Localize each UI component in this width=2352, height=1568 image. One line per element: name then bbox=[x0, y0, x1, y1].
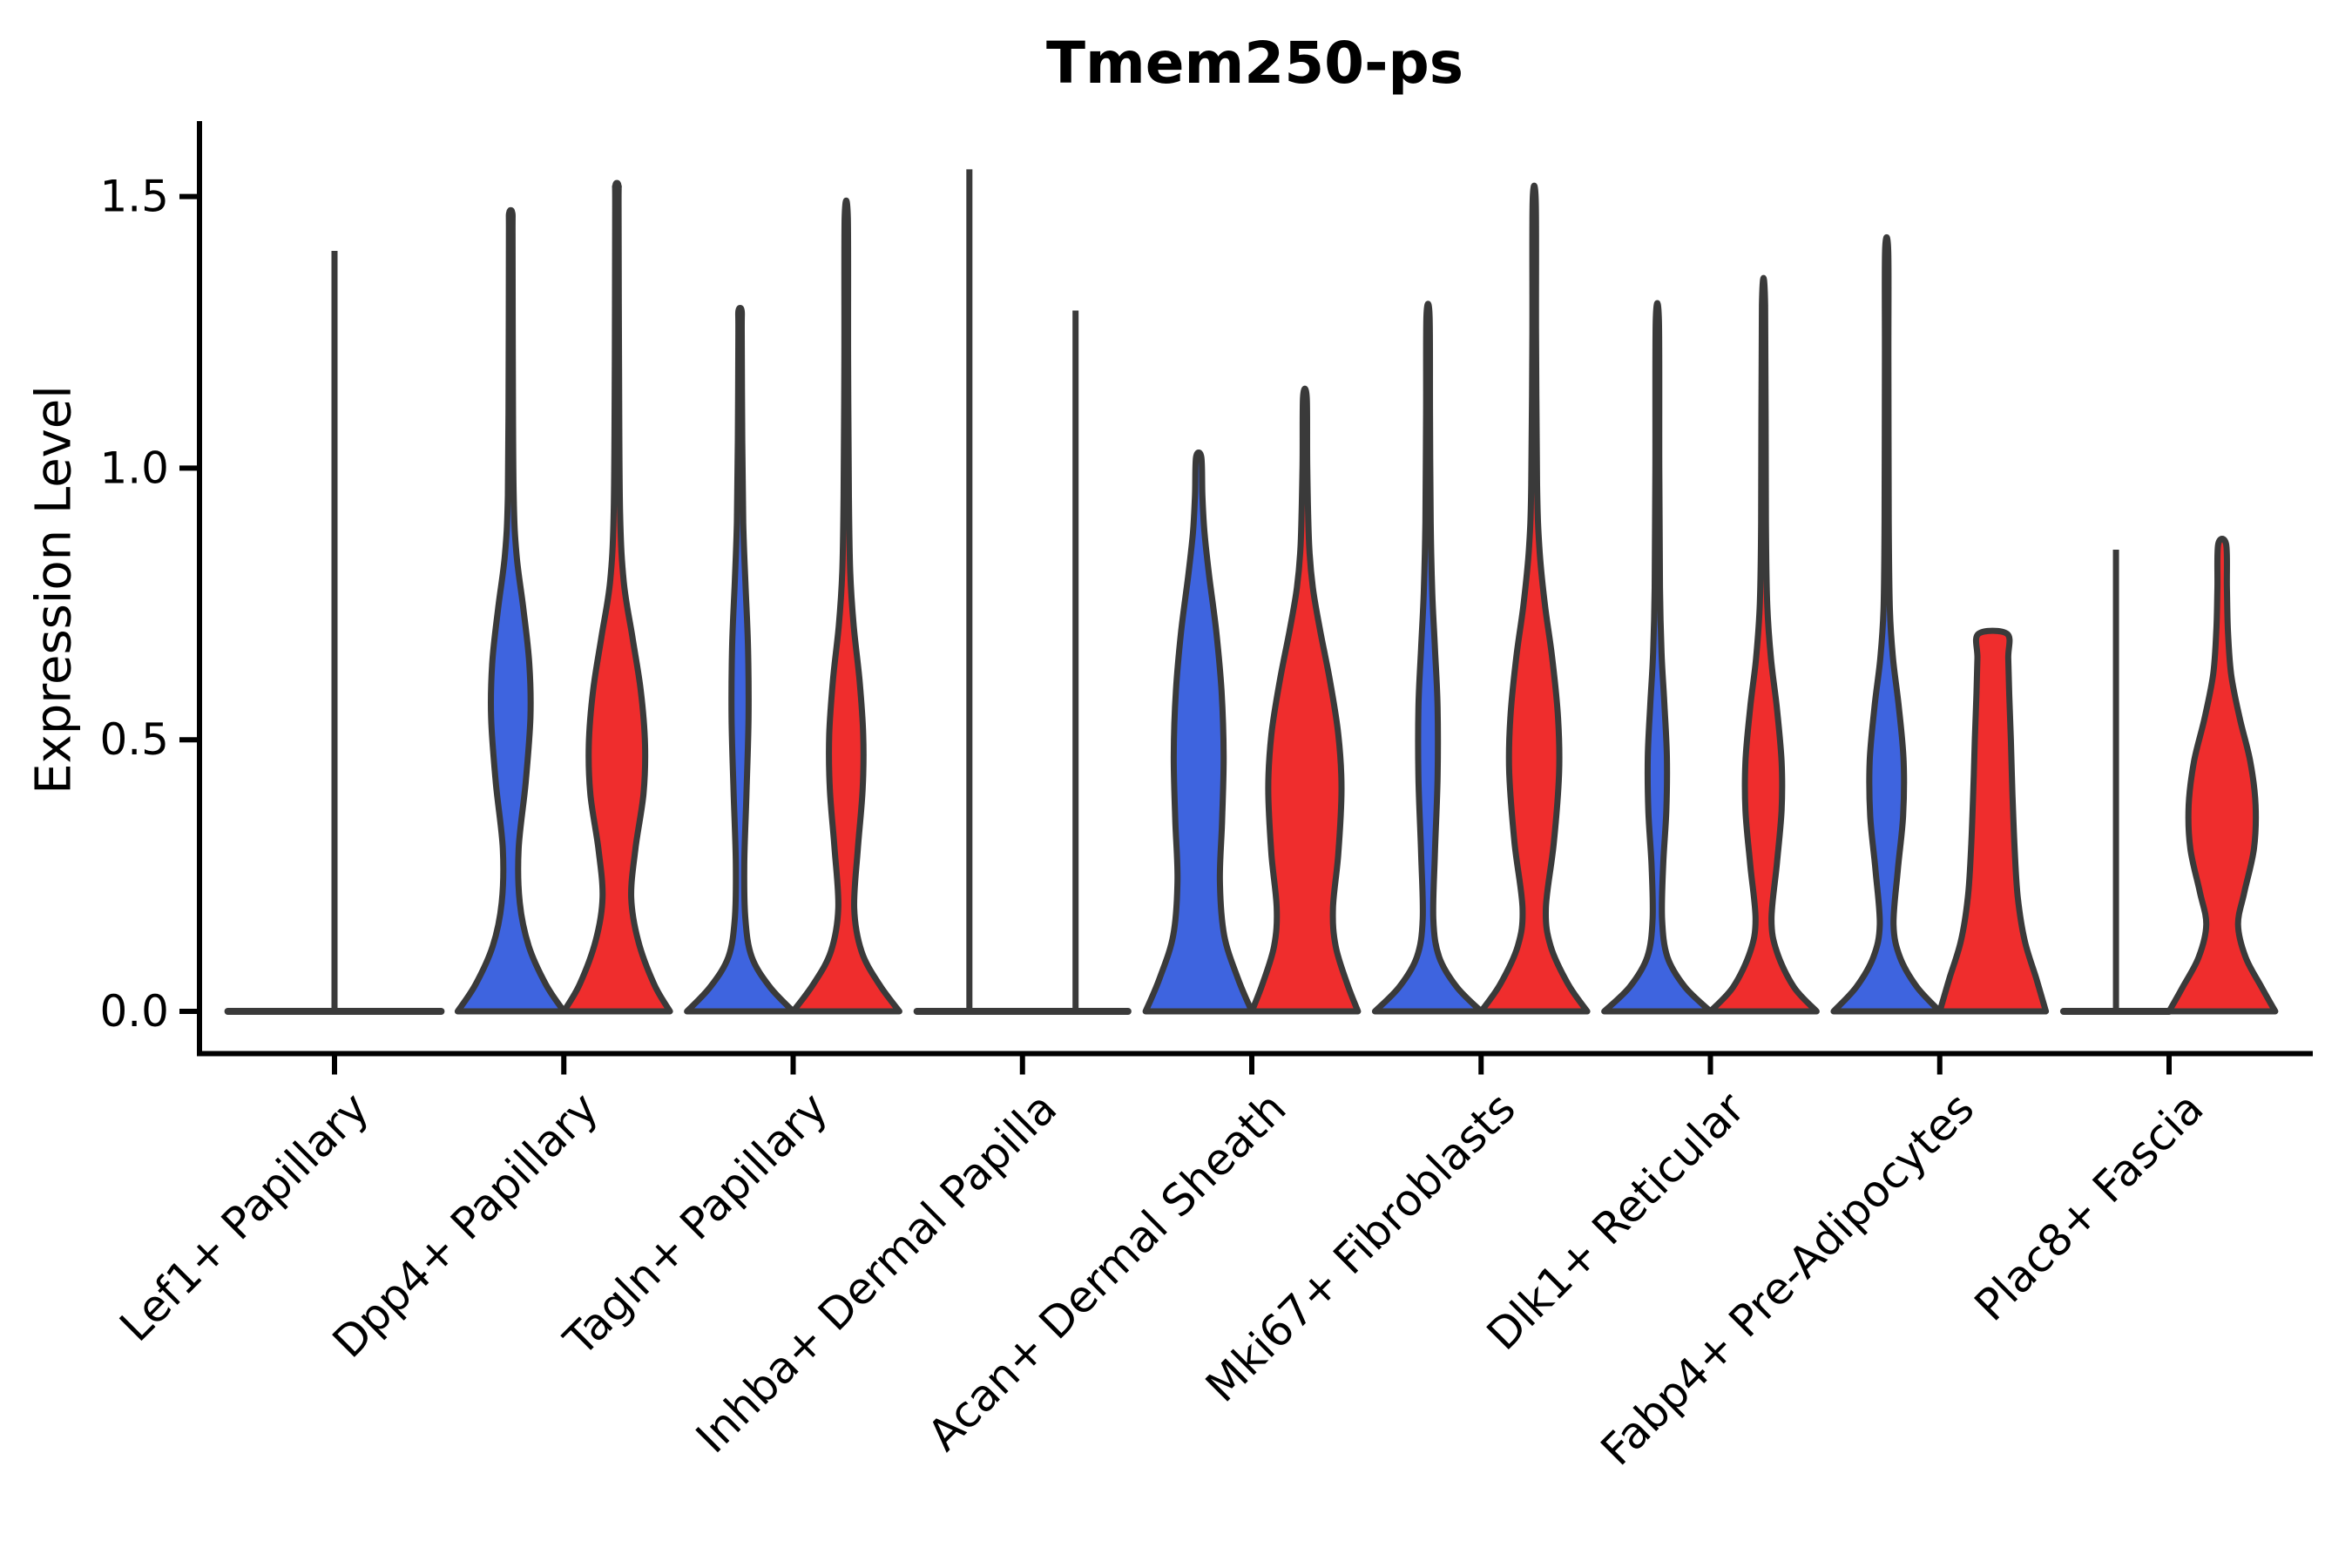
violin-red bbox=[1936, 627, 2050, 1015]
violin-blue bbox=[454, 206, 567, 1015]
violin-blue bbox=[684, 304, 796, 1015]
violin-blue bbox=[1142, 449, 1255, 1015]
y-tick-label: 0.0 bbox=[99, 986, 169, 1037]
violin-red bbox=[2166, 536, 2279, 1015]
violin-red bbox=[1248, 385, 1362, 1015]
x-tick-label: Fabp4+ Pre-Adipocytes bbox=[1592, 1083, 1984, 1476]
violin-red bbox=[1707, 274, 1820, 1015]
x-tick-label: Plac8+ Fascia bbox=[1965, 1083, 2213, 1331]
violin-red bbox=[1477, 182, 1591, 1015]
x-tick-label: Lef1+ Papillary bbox=[110, 1083, 378, 1351]
violin-blue bbox=[1830, 233, 1943, 1015]
violin-blue bbox=[1601, 300, 1713, 1015]
violin-blue bbox=[1371, 301, 1484, 1015]
y-axis-title: Expression Level bbox=[25, 385, 83, 794]
violin-red bbox=[560, 179, 673, 1015]
chart-title: Tmem250-ps bbox=[1045, 30, 1463, 97]
y-tick-label: 1.0 bbox=[99, 443, 169, 493]
y-tick-label: 0.5 bbox=[99, 714, 169, 765]
violin-red bbox=[790, 197, 902, 1015]
y-tick-label: 1.5 bbox=[99, 172, 169, 222]
